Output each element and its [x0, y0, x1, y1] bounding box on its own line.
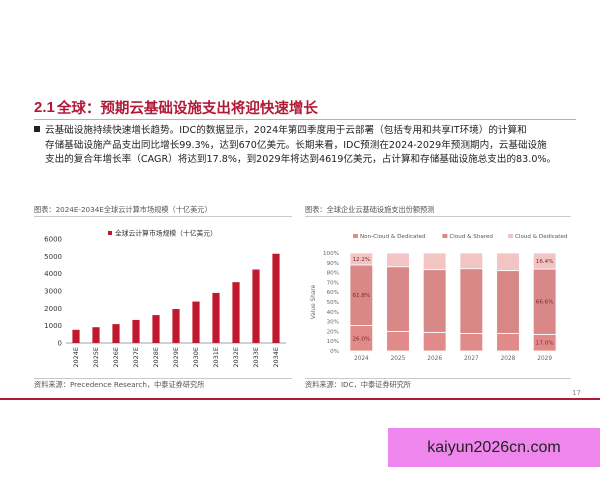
y-tick-label: 90% — [327, 261, 339, 267]
y-tick-label: 60% — [327, 290, 339, 296]
legend-swatch — [442, 234, 448, 238]
segment-2028-0 — [496, 332, 520, 352]
bar-2029E — [172, 309, 180, 343]
section-title: 2.1 全球：预期云基础设施支出将迎快速增长 — [34, 96, 574, 118]
bar-2030E — [192, 301, 200, 343]
bar-2027E — [132, 319, 140, 343]
segment-2026-2 — [422, 252, 447, 271]
y-tick-label: 30% — [327, 320, 339, 326]
segment-2027-2 — [459, 252, 484, 270]
x-tick-label: 2034E — [272, 347, 280, 368]
bar-2025E — [92, 327, 100, 343]
bullet-line-3: 支出的复合年增长率（CAGR）将达到17.8%，到2029年将达到4619亿美元… — [45, 154, 557, 166]
y-tick-label: 70% — [327, 280, 339, 286]
x-tick-label: 2033E — [252, 347, 260, 368]
bar-2033E — [252, 269, 260, 343]
page-number: 17 — [572, 389, 581, 397]
data-label: 17.0% — [536, 341, 554, 347]
segment-2025-0 — [386, 331, 410, 352]
left-chart-source: 资料来源：Precedence Research，中泰证券研究所 — [34, 378, 292, 391]
x-tick-label: 2025 — [391, 356, 406, 362]
segment-2028-2 — [496, 252, 520, 272]
data-label: 66.6% — [536, 300, 554, 306]
segment-2026-0 — [422, 331, 447, 352]
right-chart-caption: 图表：全球企业云基础设施支出份额预测 — [305, 204, 571, 217]
x-tick-label: 2027E — [132, 347, 140, 368]
data-label: 61.8% — [352, 293, 370, 299]
bar-2026E — [112, 324, 120, 343]
y-tick-label: 100% — [323, 251, 339, 257]
bar-2024E — [72, 329, 80, 343]
x-tick-label: 2025E — [92, 347, 100, 368]
x-tick-label: 2026 — [427, 356, 442, 362]
segment-2027-1 — [459, 268, 484, 334]
y-tick-label: 40% — [327, 310, 339, 316]
watermark-banner: kaiyun2026cn.com — [388, 428, 600, 467]
bullet-paragraph: 云基础设施持续快速增长趋势。IDC的数据显示，2024年第四季度用于云部署（包括… — [34, 124, 579, 168]
x-tick-label: 2028E — [152, 347, 160, 368]
legend-swatch — [353, 234, 358, 238]
y-tick-label: 1000 — [44, 322, 62, 330]
right-chart-source: 资料来源：IDC，中泰证券研究所 — [305, 378, 571, 391]
right-chart-panel: 图表：全球企业云基础设施支出份额预测 Non-Cloud & Dedicated… — [305, 204, 571, 380]
y-tick-label: 4000 — [44, 270, 62, 278]
footer-rule — [0, 398, 600, 400]
x-tick-label: 2027 — [464, 356, 479, 362]
left-chart-caption: 图表：2024E-2034E全球云计算市场规模（十亿美元） — [34, 204, 292, 217]
y-tick-label: 10% — [327, 339, 339, 345]
data-label: 26.0% — [352, 336, 370, 342]
segment-2028-1 — [496, 270, 520, 334]
bar-2032E — [232, 282, 240, 343]
x-tick-label: 2030E — [192, 347, 200, 368]
legend-swatch — [108, 231, 112, 235]
bullet-square-icon — [34, 126, 40, 132]
bullet-line-2: 存储基础设施产品支出同比增长99.3%，达到670亿美元。长期来看，IDC预测在… — [45, 139, 547, 151]
y-tick-label: 80% — [327, 271, 339, 277]
cloud-market-bar-chart: 0 1000 2000 3000 4000 5000 6000 2024E 2025E 2026E… — [44, 229, 286, 368]
left-chart-panel: 图表：2024E-2034E全球云计算市场规模（十亿美元） 0 1000 2000 3… — [34, 204, 292, 380]
segment-2026-1 — [422, 269, 447, 333]
bullet-line-1: 云基础设施持续快速增长趋势。IDC的数据显示，2024年第四季度用于云部署（包括… — [45, 125, 527, 136]
x-tick-label: 2024 — [354, 356, 369, 362]
y-tick-label: 3000 — [44, 288, 62, 296]
title-divider — [34, 119, 576, 120]
x-tick-label: 2024E — [72, 347, 80, 368]
cloud-share-stacked-chart: Non-Cloud & Dedicated Cloud & Shared Cloud… — [311, 234, 568, 362]
section-number: 2.1 — [34, 98, 55, 116]
y-tick-label: 6000 — [44, 236, 62, 244]
segment-2025-2 — [386, 252, 410, 268]
legend-label: Non-Cloud & Dedicated — [360, 234, 426, 240]
segment-2027-0 — [459, 332, 484, 352]
segment-2025-1 — [386, 266, 410, 332]
y-tick-label: 50% — [327, 300, 339, 306]
bar-2028E — [152, 315, 160, 343]
x-tick-label: 2029 — [537, 356, 552, 362]
legend-swatch — [508, 234, 513, 238]
x-tick-label: 2029E — [172, 347, 180, 368]
bar-2031E — [212, 292, 220, 343]
x-tick-label: 2031E — [212, 347, 220, 368]
x-tick-label: 2028 — [501, 356, 516, 362]
y-tick-label: 0 — [58, 340, 62, 348]
segment-2024-2 — [349, 252, 374, 266]
x-tick-label: 2032E — [232, 347, 240, 368]
data-label: 12.2% — [352, 257, 370, 263]
legend-label: 全球云计算市场规模（十亿美元） — [115, 229, 217, 238]
y-axis-label: Value Share — [311, 284, 317, 319]
section-title-text: 全球：预期云基础设施支出将迎快速增长 — [56, 100, 318, 117]
segment-2029-2 — [532, 252, 557, 270]
y-tick-label: 20% — [327, 329, 339, 335]
y-tick-label: 0% — [330, 349, 339, 355]
x-tick-label: 2026E — [112, 347, 120, 368]
legend-label: Cloud & Shared — [449, 234, 493, 240]
data-label: 16.4% — [536, 259, 554, 265]
y-tick-label: 5000 — [44, 253, 62, 261]
bar-2034E — [272, 253, 280, 343]
legend-label: Cloud & Dedicated — [515, 234, 568, 240]
y-tick-label: 2000 — [44, 305, 62, 313]
